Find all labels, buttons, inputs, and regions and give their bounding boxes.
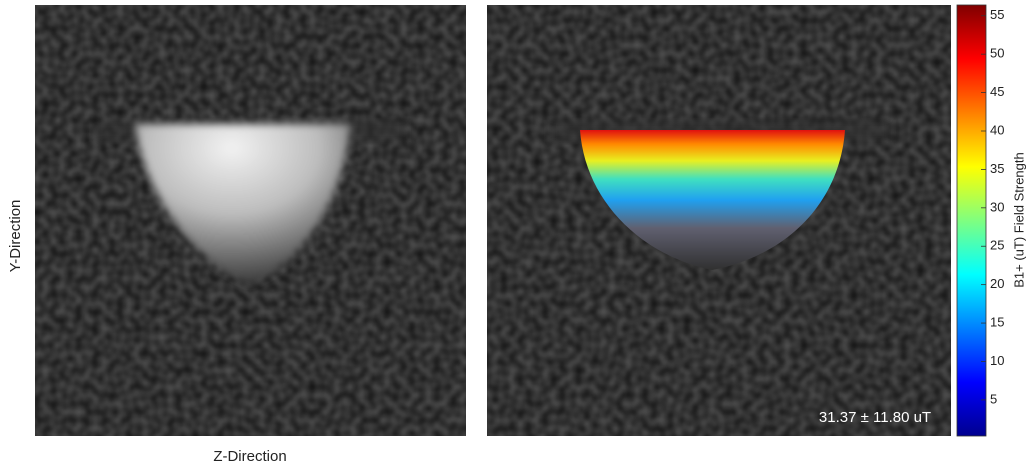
- tick-label: 25: [990, 238, 1004, 253]
- tick-label: 5: [990, 391, 997, 406]
- colorbar-label: B1+ (uT) Field Strength: [1011, 152, 1026, 287]
- tick-label: 35: [990, 161, 1004, 176]
- tick-label: 55: [990, 7, 1004, 22]
- tick-label: 10: [990, 353, 1004, 368]
- right-image: [487, 5, 951, 436]
- figure: 31.37 ± 11.80 uT Z-Direction Y-Direction…: [0, 0, 1033, 469]
- annotation: 31.37 ± 11.80 uT: [819, 409, 931, 426]
- tick-label: 50: [990, 46, 1004, 61]
- left-image: [35, 5, 466, 436]
- colorbar: [957, 5, 986, 436]
- tick-label: 20: [990, 276, 1004, 291]
- tick-label: 30: [990, 199, 1004, 214]
- tick-label: 45: [990, 84, 1004, 99]
- tick-label: 40: [990, 122, 1004, 137]
- x-axis-label: Z-Direction: [213, 448, 286, 465]
- tick-label: 15: [990, 315, 1004, 330]
- y-axis-label: Y-Direction: [7, 200, 24, 273]
